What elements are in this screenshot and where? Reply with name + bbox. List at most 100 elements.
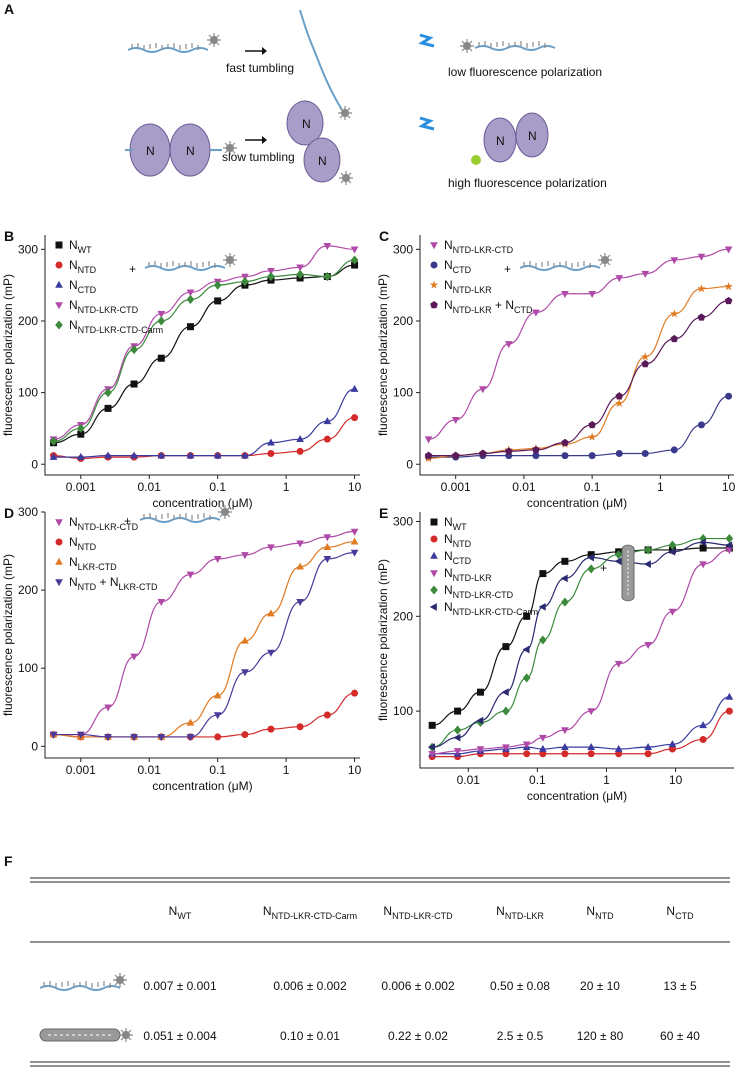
marker bbox=[668, 540, 677, 550]
marker bbox=[561, 750, 569, 758]
marker bbox=[697, 421, 705, 429]
x-axis-label: concentration (μM) bbox=[152, 496, 252, 510]
marker bbox=[350, 528, 359, 536]
marker bbox=[267, 609, 275, 617]
marker bbox=[725, 533, 734, 544]
legend-entry: NNTD-LKR-CTD bbox=[444, 238, 514, 255]
marker bbox=[55, 302, 63, 310]
marker bbox=[430, 242, 438, 250]
caption: slow tumbling bbox=[222, 150, 295, 164]
x-tick-label: 0.01 bbox=[512, 480, 536, 494]
marker bbox=[130, 734, 138, 742]
x-tick-label: 10 bbox=[669, 773, 683, 787]
column-header: NCTD bbox=[666, 904, 694, 921]
marker bbox=[213, 691, 222, 699]
panel-label: B bbox=[4, 228, 14, 244]
x-axis-label: concentration (μM) bbox=[527, 789, 627, 803]
marker bbox=[430, 570, 438, 578]
marker bbox=[502, 643, 510, 651]
marker bbox=[157, 354, 165, 362]
legend-entry: NCTD bbox=[444, 549, 472, 566]
table-cell: 2.5 ± 0.5 bbox=[497, 1029, 544, 1043]
marker bbox=[351, 261, 359, 269]
marker bbox=[523, 612, 531, 620]
marker bbox=[669, 309, 679, 318]
marker bbox=[350, 384, 359, 392]
marker bbox=[724, 246, 733, 254]
marker bbox=[476, 746, 485, 754]
legend-entry: NNTD-LKR bbox=[444, 278, 492, 295]
marker bbox=[429, 603, 437, 611]
x-tick-label: 0.001 bbox=[66, 763, 96, 777]
x-tick-label: 0.001 bbox=[66, 480, 96, 494]
marker bbox=[186, 571, 195, 579]
dye-icon bbox=[222, 252, 238, 268]
x-tick-label: 0.1 bbox=[584, 480, 601, 494]
marker bbox=[614, 550, 623, 560]
fit-line bbox=[53, 692, 355, 738]
table-cell: 120 ± 80 bbox=[577, 1029, 624, 1043]
marker bbox=[699, 544, 707, 552]
marker bbox=[614, 744, 623, 752]
table-cell: 13 ± 5 bbox=[663, 979, 697, 993]
marker bbox=[454, 707, 462, 715]
marker bbox=[539, 570, 547, 578]
protein-label: N bbox=[528, 129, 537, 143]
marker bbox=[539, 744, 547, 752]
marker bbox=[213, 280, 222, 290]
marker bbox=[241, 636, 249, 644]
marker bbox=[55, 241, 63, 249]
axis bbox=[419, 235, 734, 476]
axis bbox=[44, 235, 360, 476]
marker bbox=[697, 253, 706, 261]
marker bbox=[697, 313, 706, 321]
marker bbox=[561, 727, 569, 735]
marker bbox=[350, 549, 359, 557]
y-tick-label: 100 bbox=[393, 704, 413, 718]
marker bbox=[699, 561, 707, 569]
column-header: NNTD-LKR-CTD-Carm bbox=[263, 904, 357, 921]
y-tick-label: 200 bbox=[393, 609, 413, 623]
marker bbox=[699, 721, 707, 729]
marker bbox=[614, 557, 622, 566]
marker bbox=[451, 451, 460, 459]
marker bbox=[267, 544, 275, 552]
legend-entry: NCTD bbox=[69, 278, 97, 295]
table-cell: 0.22 ± 0.02 bbox=[388, 1029, 448, 1043]
marker bbox=[644, 742, 652, 750]
marker bbox=[560, 574, 568, 583]
marker bbox=[501, 688, 509, 696]
marker bbox=[296, 269, 304, 279]
marker bbox=[430, 585, 438, 595]
marker bbox=[587, 742, 596, 750]
marker bbox=[698, 538, 706, 547]
panel-label: E bbox=[379, 505, 388, 521]
table-cell: 60 ± 40 bbox=[660, 1029, 700, 1043]
marker bbox=[350, 537, 359, 545]
marker bbox=[641, 359, 650, 368]
x-tick-label: 10 bbox=[348, 763, 362, 777]
marker bbox=[668, 740, 677, 748]
marker bbox=[561, 557, 569, 565]
fit-line bbox=[53, 388, 355, 458]
marker bbox=[644, 750, 652, 758]
marker bbox=[478, 449, 487, 457]
y-tick-label: 300 bbox=[393, 514, 413, 528]
marker bbox=[296, 540, 304, 548]
marker bbox=[296, 447, 304, 455]
panel-label: A bbox=[4, 1, 14, 17]
marker bbox=[49, 452, 58, 460]
y-tick-label: 100 bbox=[18, 661, 38, 675]
marker bbox=[587, 551, 595, 559]
table-cell: 0.007 ± 0.001 bbox=[143, 979, 217, 993]
marker bbox=[538, 602, 546, 611]
legend-entry: NWT bbox=[444, 515, 467, 532]
panel-label: F bbox=[4, 853, 13, 869]
marker bbox=[587, 564, 596, 574]
marker bbox=[296, 434, 304, 442]
x-tick-label: 1 bbox=[603, 773, 610, 787]
marker bbox=[296, 723, 304, 731]
marker bbox=[104, 451, 112, 459]
marker bbox=[296, 599, 304, 607]
